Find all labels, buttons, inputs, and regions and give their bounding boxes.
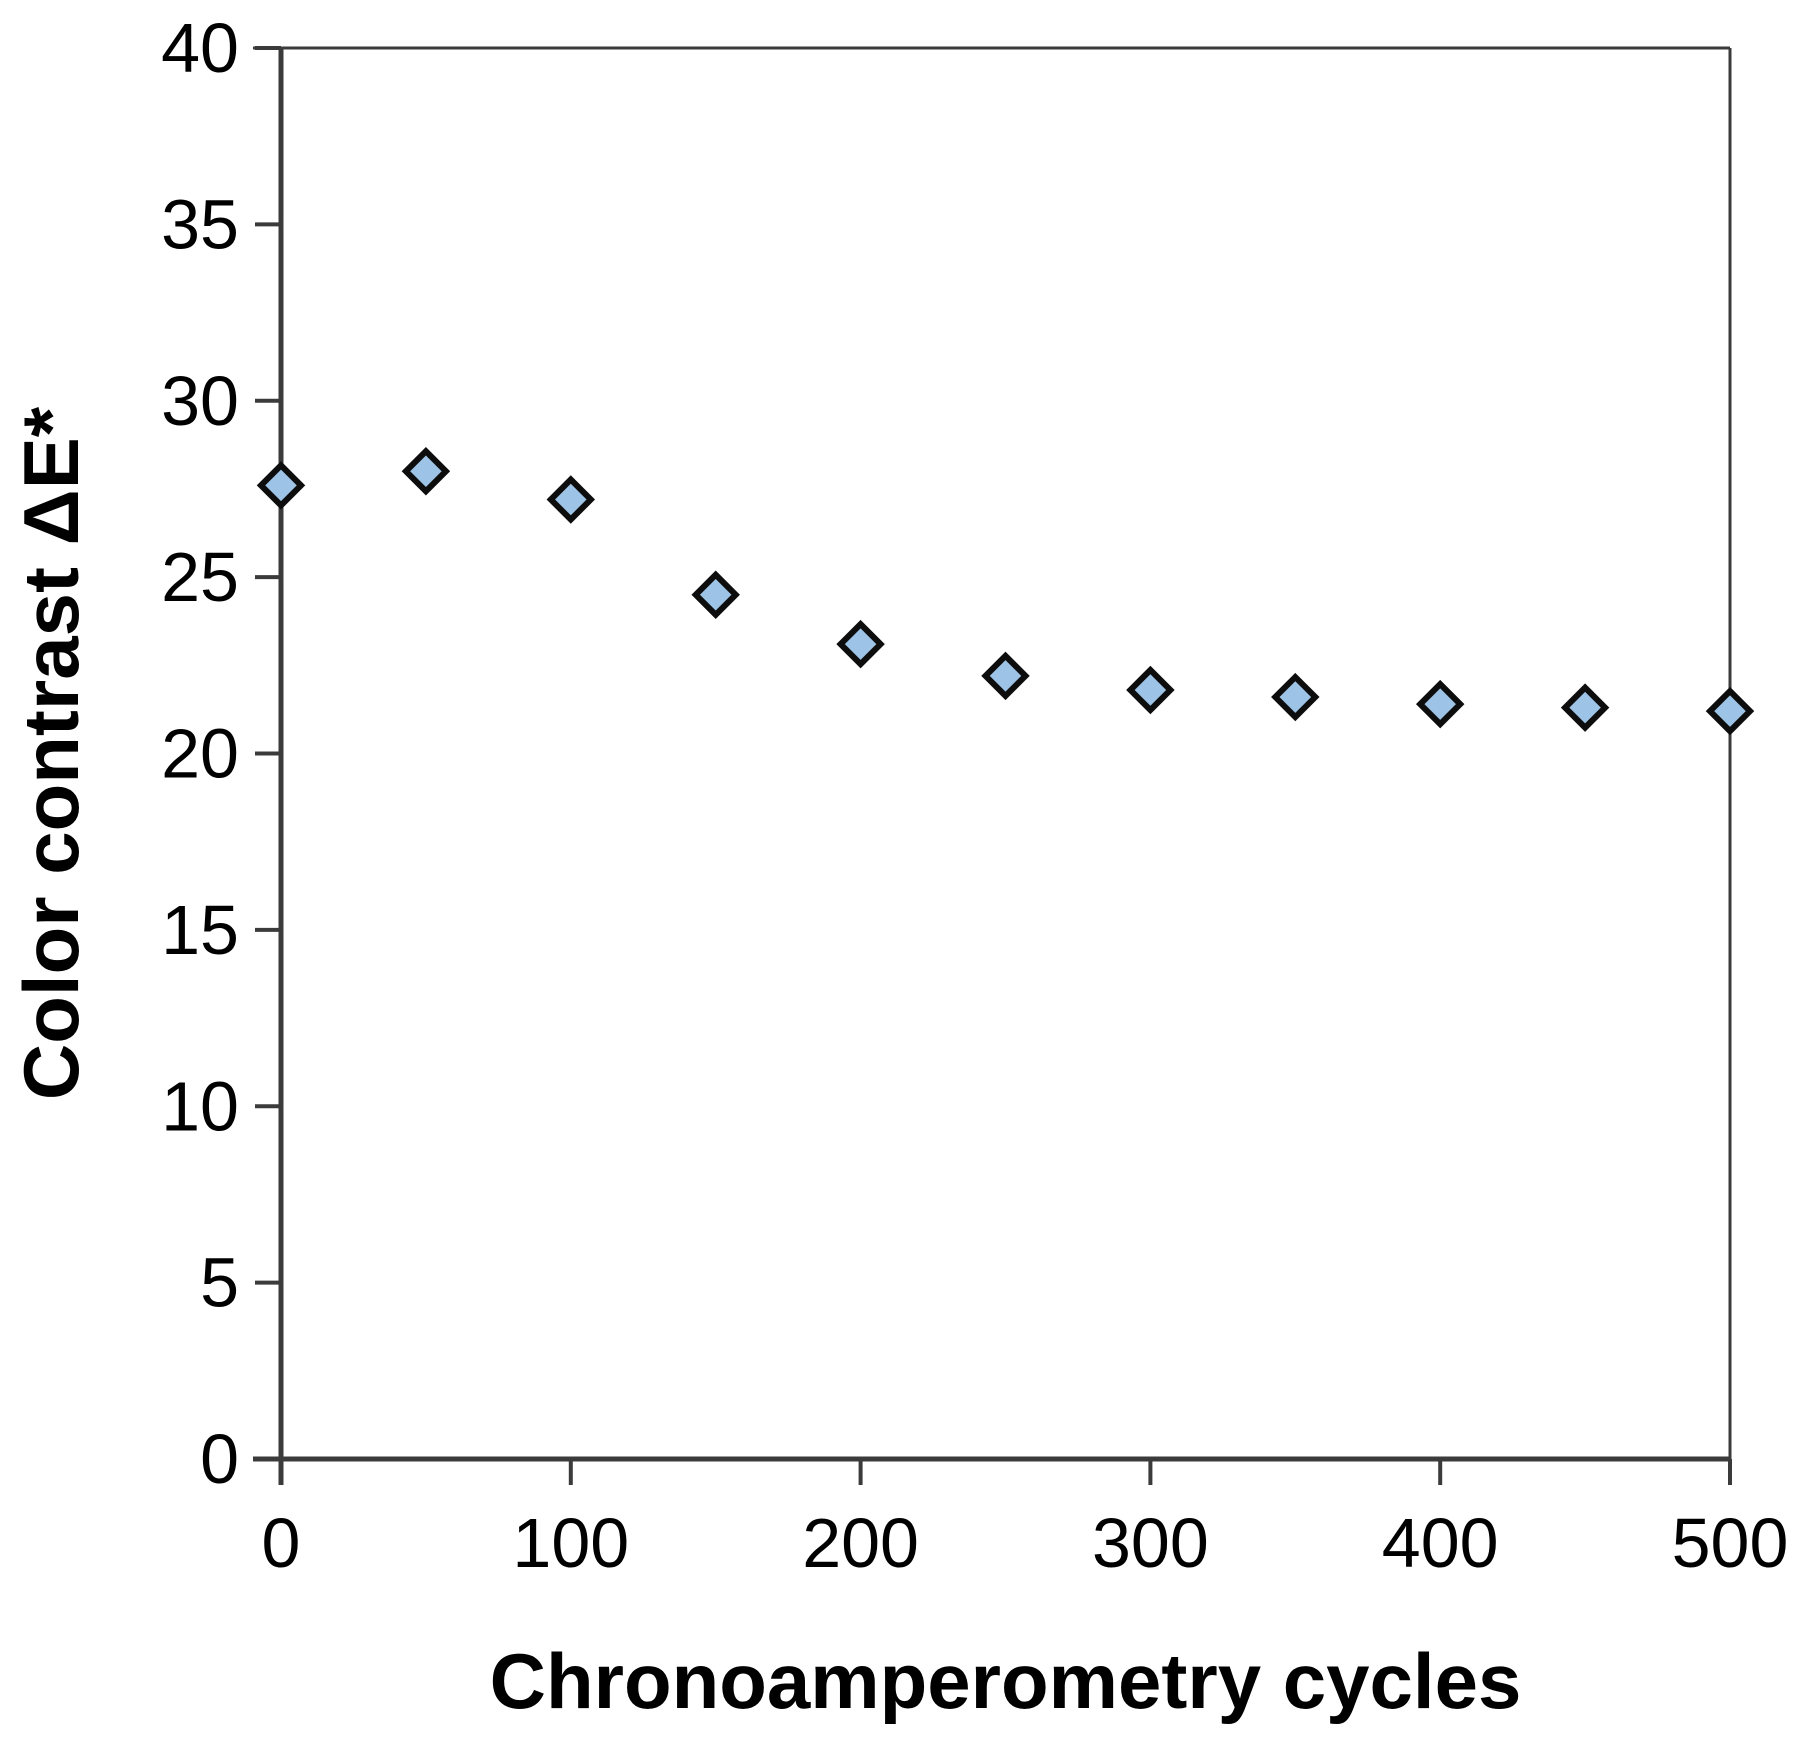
data-point-marker [1415, 679, 1465, 729]
data-point-marker [546, 475, 596, 524]
x-tick-label: 400 [1382, 1504, 1499, 1582]
y-axis-tick-labels: 0 5 10 15 20 25 30 35 40 [161, 9, 239, 1498]
data-point-marker [836, 619, 885, 669]
y-tick-label: 20 [161, 715, 239, 793]
data-point-marker [256, 461, 306, 510]
x-tick-label: 200 [802, 1504, 919, 1582]
x-axis-title: Chronoamperometry cycles [490, 1637, 1522, 1725]
data-point-marker [1705, 686, 1755, 736]
data-point-marker [1271, 672, 1320, 722]
y-tick-label: 40 [161, 9, 239, 87]
data-point-marker [981, 651, 1030, 701]
data-point-marker [691, 570, 740, 620]
x-tick-label: 0 [262, 1504, 301, 1582]
data-points [256, 447, 1755, 736]
x-axis-tick-labels: 0 100 200 300 400 500 [262, 1504, 1789, 1582]
y-axis-ticks [255, 46, 281, 1461]
y-tick-label: 35 [161, 185, 239, 263]
y-tick-label: 15 [161, 891, 239, 969]
x-tick-label: 100 [512, 1504, 629, 1582]
plot-area [253, 46, 1732, 1485]
data-point-marker [401, 447, 451, 496]
data-point-marker [1560, 683, 1610, 732]
data-point-marker [1126, 665, 1175, 715]
y-axis-title: Color contrast ΔE* [7, 406, 95, 1100]
x-tick-label: 300 [1092, 1504, 1209, 1582]
y-tick-label: 25 [161, 538, 239, 616]
x-axis-ticks [279, 1459, 1732, 1485]
y-tick-label: 10 [161, 1067, 239, 1145]
y-tick-label: 5 [200, 1244, 239, 1322]
y-tick-label: 0 [200, 1420, 239, 1498]
x-tick-label: 500 [1672, 1504, 1789, 1582]
y-tick-label: 30 [161, 362, 239, 440]
